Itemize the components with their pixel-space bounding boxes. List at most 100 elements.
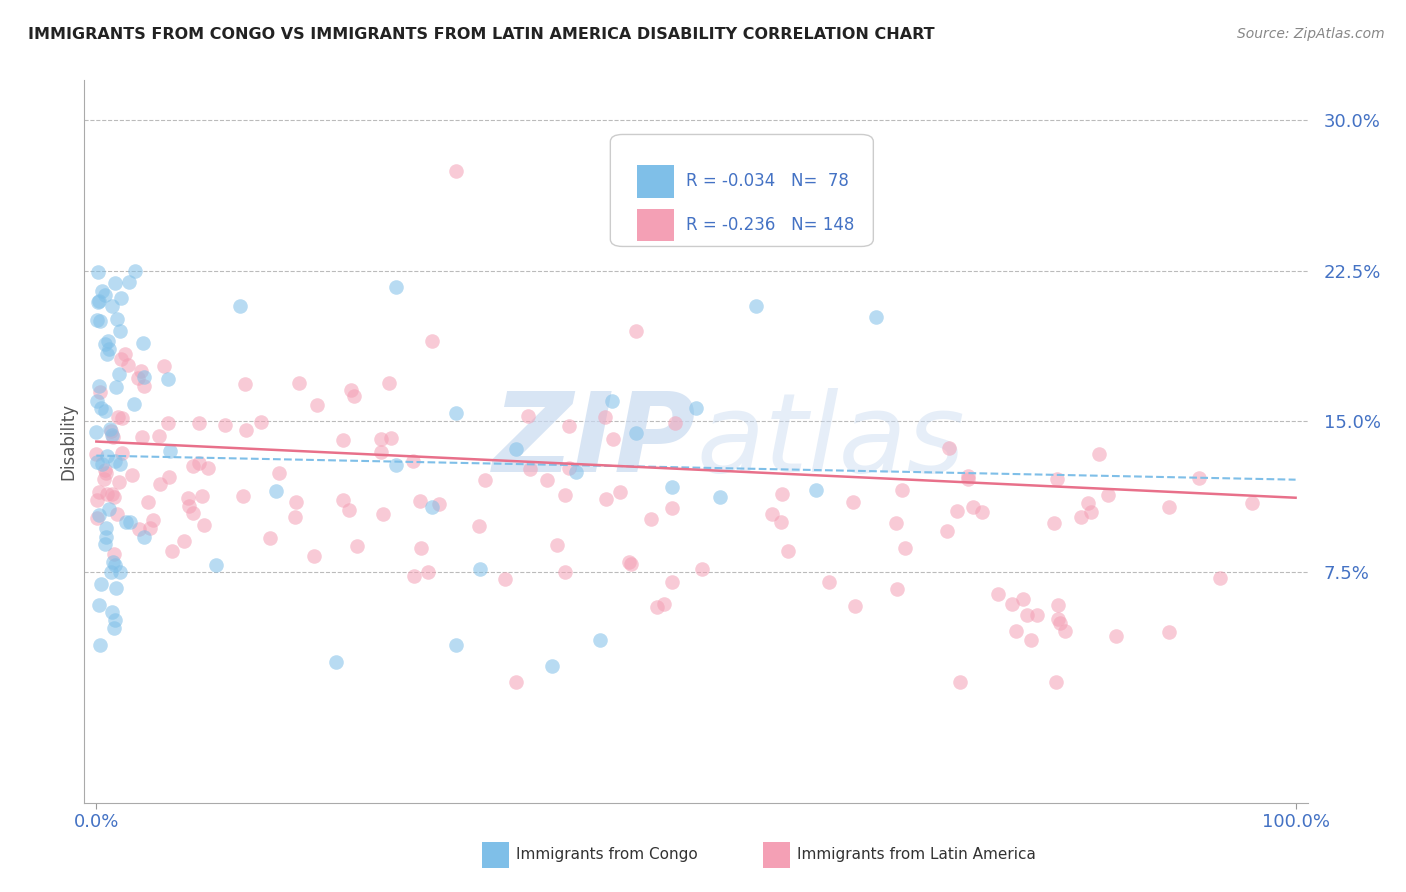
Immigrants from Latin America bbox=[891, 483, 914, 497]
Immigrants from Latin America bbox=[370, 433, 392, 447]
Immigrants from Latin America bbox=[87, 485, 110, 500]
Immigrants from Latin America bbox=[94, 467, 117, 481]
Immigrants from Latin America bbox=[609, 485, 631, 500]
Immigrants from Latin America bbox=[128, 522, 150, 536]
Immigrants from Congo bbox=[264, 483, 287, 498]
Immigrants from Congo bbox=[93, 288, 115, 302]
Immigrants from Congo bbox=[94, 337, 117, 351]
Immigrants from Latin America bbox=[1080, 505, 1102, 519]
Immigrants from Latin America bbox=[884, 516, 907, 530]
Immigrants from Latin America bbox=[519, 462, 541, 476]
Immigrants from Latin America bbox=[617, 555, 640, 569]
Immigrants from Latin America bbox=[373, 507, 395, 521]
Immigrants from Latin America bbox=[1088, 446, 1111, 460]
Immigrants from Latin America bbox=[250, 415, 273, 429]
Y-axis label: Disability: Disability bbox=[59, 403, 77, 480]
Immigrants from Latin America bbox=[661, 501, 683, 516]
Immigrants from Congo bbox=[157, 372, 180, 386]
Immigrants from Latin America bbox=[177, 500, 200, 514]
Immigrants from Congo bbox=[325, 655, 347, 669]
Immigrants from Latin America bbox=[420, 334, 443, 349]
Immigrants from Latin America bbox=[1077, 496, 1099, 510]
Immigrants from Latin America bbox=[111, 410, 134, 425]
Immigrants from Latin America bbox=[645, 600, 668, 615]
Immigrants from Latin America bbox=[1046, 471, 1069, 485]
Immigrants from Latin America bbox=[288, 376, 311, 391]
Immigrants from Latin America bbox=[517, 409, 540, 423]
Immigrants from Congo bbox=[661, 479, 683, 493]
Immigrants from Latin America bbox=[100, 424, 122, 438]
Immigrants from Congo bbox=[94, 404, 117, 418]
Immigrants from Congo bbox=[444, 405, 467, 419]
Immigrants from Congo bbox=[86, 455, 108, 469]
Text: atlas: atlas bbox=[696, 388, 965, 495]
Immigrants from Congo bbox=[96, 347, 118, 361]
Immigrants from Congo bbox=[90, 284, 112, 298]
Immigrants from Latin America bbox=[818, 575, 841, 590]
Immigrants from Congo bbox=[100, 427, 122, 442]
Immigrants from Congo bbox=[110, 291, 132, 305]
FancyBboxPatch shape bbox=[610, 135, 873, 246]
Immigrants from Congo bbox=[385, 458, 408, 473]
Immigrants from Congo bbox=[105, 380, 128, 394]
Immigrants from Latin America bbox=[1070, 510, 1092, 524]
Immigrants from Latin America bbox=[233, 376, 256, 391]
Bar bbox=[763, 842, 790, 868]
Immigrants from Latin America bbox=[131, 429, 153, 443]
Immigrants from Congo bbox=[709, 490, 731, 504]
Immigrants from Congo bbox=[101, 554, 124, 568]
Text: R = -0.034   N=  78: R = -0.034 N= 78 bbox=[686, 172, 849, 190]
Immigrants from Latin America bbox=[494, 572, 516, 586]
Immigrants from Latin America bbox=[1012, 592, 1035, 607]
Immigrants from Congo bbox=[110, 457, 132, 471]
Immigrants from Latin America bbox=[936, 524, 959, 539]
Immigrants from Congo bbox=[107, 312, 129, 326]
Immigrants from Latin America bbox=[1015, 607, 1038, 622]
Immigrants from Latin America bbox=[554, 487, 576, 501]
Immigrants from Latin America bbox=[957, 472, 980, 486]
Immigrants from Latin America bbox=[418, 565, 440, 579]
Immigrants from Latin America bbox=[162, 544, 184, 558]
Immigrants from Congo bbox=[96, 521, 118, 535]
Immigrants from Latin America bbox=[101, 430, 124, 444]
Immigrants from Congo bbox=[745, 300, 768, 314]
Immigrants from Latin America bbox=[183, 459, 205, 474]
Immigrants from Latin America bbox=[844, 599, 866, 613]
Immigrants from Congo bbox=[89, 598, 111, 612]
Immigrants from Congo bbox=[804, 483, 827, 497]
Text: Source: ZipAtlas.com: Source: ZipAtlas.com bbox=[1237, 27, 1385, 41]
Immigrants from Latin America bbox=[505, 675, 527, 690]
Immigrants from Congo bbox=[118, 515, 141, 529]
Immigrants from Latin America bbox=[89, 384, 111, 399]
Immigrants from Congo bbox=[87, 294, 110, 309]
Immigrants from Congo bbox=[98, 342, 121, 356]
Immigrants from Latin America bbox=[285, 495, 308, 509]
Immigrants from Latin America bbox=[402, 568, 425, 582]
Immigrants from Latin America bbox=[259, 532, 281, 546]
Immigrants from Latin America bbox=[987, 587, 1010, 601]
Immigrants from Latin America bbox=[620, 557, 643, 571]
Immigrants from Latin America bbox=[139, 521, 162, 535]
Immigrants from Latin America bbox=[339, 383, 361, 397]
Immigrants from Latin America bbox=[96, 487, 118, 501]
Immigrants from Latin America bbox=[114, 347, 136, 361]
Immigrants from Latin America bbox=[769, 516, 792, 530]
Immigrants from Latin America bbox=[337, 502, 360, 516]
Bar bbox=[637, 209, 673, 241]
Immigrants from Latin America bbox=[136, 494, 159, 508]
Immigrants from Congo bbox=[90, 577, 112, 591]
Immigrants from Latin America bbox=[173, 533, 195, 548]
Immigrants from Congo bbox=[97, 334, 120, 349]
Immigrants from Congo bbox=[110, 325, 132, 339]
Immigrants from Latin America bbox=[183, 506, 205, 520]
Immigrants from Latin America bbox=[1042, 516, 1064, 531]
Immigrants from Congo bbox=[118, 275, 141, 289]
Immigrants from Congo bbox=[86, 425, 108, 439]
Immigrants from Latin America bbox=[111, 445, 134, 459]
Immigrants from Congo bbox=[565, 466, 588, 480]
Immigrants from Latin America bbox=[129, 364, 152, 378]
Immigrants from Latin America bbox=[235, 424, 257, 438]
Immigrants from Congo bbox=[589, 633, 612, 648]
Immigrants from Congo bbox=[685, 401, 707, 416]
Text: ZIP: ZIP bbox=[492, 388, 696, 495]
